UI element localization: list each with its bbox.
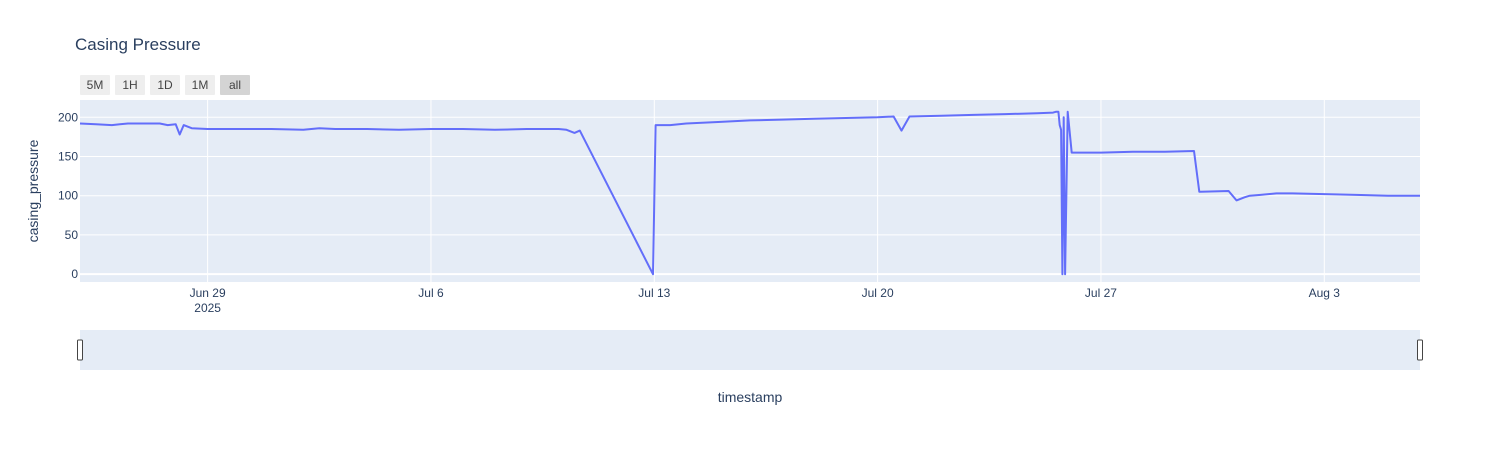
range-button-label: 5M bbox=[87, 78, 104, 92]
x-tick-label: Jul 27 bbox=[1085, 286, 1117, 300]
x-tick-label: Jul 13 bbox=[638, 286, 670, 300]
range-slider-right-handle[interactable] bbox=[1417, 339, 1423, 361]
chart-title: Casing Pressure bbox=[75, 35, 201, 54]
grid-lines bbox=[80, 100, 1420, 282]
series-line-0 bbox=[79, 110, 1420, 276]
range-button-all[interactable] bbox=[220, 75, 250, 95]
x-axis-title: timestamp bbox=[718, 389, 783, 405]
range-slider-track[interactable] bbox=[80, 330, 1420, 370]
range-slider-left-handle[interactable] bbox=[77, 339, 83, 361]
range-slider[interactable] bbox=[77, 330, 1423, 370]
range-button-1d[interactable] bbox=[150, 75, 180, 95]
y-tick-label: 150 bbox=[58, 149, 78, 163]
x-tick-label: Jun 29 bbox=[190, 286, 226, 300]
x-tick-label: Jul 6 bbox=[418, 286, 444, 300]
range-button-1h[interactable] bbox=[115, 75, 145, 95]
range-selector: 5M 1H 1D 1M all bbox=[80, 75, 250, 95]
range-button-label: all bbox=[229, 78, 241, 92]
x-tick-year-label: 2025 bbox=[194, 301, 221, 315]
x-tick-label: Jul 20 bbox=[862, 286, 894, 300]
range-button-label: 1D bbox=[157, 78, 173, 92]
y-tick-label: 200 bbox=[58, 110, 78, 124]
y-tick-label: 100 bbox=[58, 189, 78, 203]
y-tick-label: 0 bbox=[71, 267, 78, 281]
y-axis-ticks: 0 50 100 150 200 bbox=[58, 110, 78, 281]
range-button-1m[interactable] bbox=[185, 75, 215, 95]
y-tick-label: 50 bbox=[65, 228, 79, 242]
series-group bbox=[79, 110, 1420, 276]
x-tick-label: Aug 3 bbox=[1309, 286, 1341, 300]
y-axis-title: casing_pressure bbox=[25, 139, 41, 242]
range-button-label: 1H bbox=[122, 78, 137, 92]
range-button-label: 1M bbox=[192, 78, 209, 92]
range-button-5m[interactable] bbox=[80, 75, 110, 95]
